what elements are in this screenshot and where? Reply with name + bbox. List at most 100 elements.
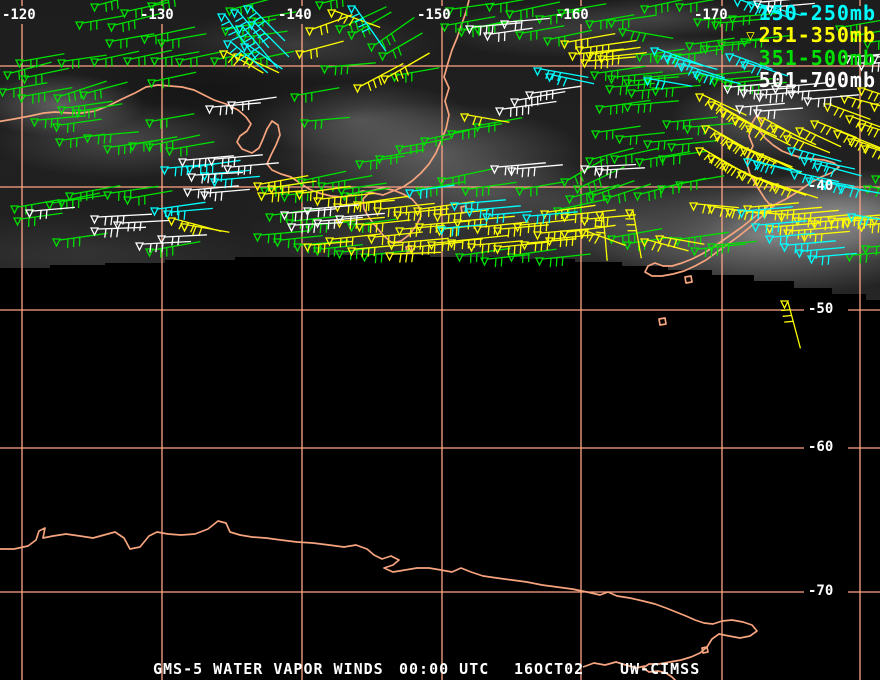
wind-barb-g — [0, 82, 48, 98]
wind-barb-y — [809, 120, 858, 139]
wind-barb-y — [594, 211, 608, 261]
wind-barb-g — [689, 243, 746, 258]
wind-barb-c — [779, 240, 836, 254]
wind-barb-w — [499, 17, 550, 31]
wind-barb-g — [639, 0, 685, 15]
wind-barb-w — [112, 219, 169, 232]
wind-barb-g — [122, 190, 173, 206]
wind-barb-g — [672, 231, 729, 247]
wind-barb-c — [346, 5, 387, 52]
wind-barb-g — [674, 175, 725, 191]
wind-barb-g — [672, 48, 723, 63]
latitude-label: -40 — [808, 178, 834, 194]
legend-item-501-700mb: 501-700mb — [746, 69, 876, 91]
latitude-label: -60 — [808, 439, 834, 455]
wind-barb-g — [12, 212, 63, 227]
wind-barb-y — [394, 224, 445, 238]
wind-barb-w — [279, 208, 336, 222]
wind-barb-g — [594, 99, 651, 115]
wind-barb-w — [770, 82, 827, 96]
wind-barb-w — [182, 185, 239, 199]
wind-barb-g — [319, 62, 376, 76]
wind-barb-y — [860, 145, 880, 160]
wind-barb-c — [642, 77, 693, 91]
wind-barb-w — [89, 226, 146, 238]
wind-barb-g — [104, 33, 155, 49]
wind-barb-w — [334, 212, 385, 226]
wind-barb-g — [122, 49, 173, 67]
wind-barb-g — [299, 116, 350, 130]
legend-label: 150-250mb — [758, 1, 876, 25]
wind-barb-g — [661, 116, 718, 131]
wind-barb-g — [314, 0, 344, 11]
wind-barb-g — [377, 32, 423, 62]
wind-barb-y — [512, 218, 575, 234]
wind-barb-w — [206, 154, 263, 168]
wind-barb-y — [352, 62, 404, 94]
wind-barbs — [0, 0, 880, 349]
wind-barb-w — [594, 167, 645, 179]
wind-barb-g — [589, 65, 646, 81]
wind-barb-w — [134, 240, 191, 253]
wind-barb-g — [74, 15, 125, 31]
wind-barb-y — [856, 123, 880, 138]
legend-label: 501-700mb — [758, 68, 876, 92]
wind-barb-w — [222, 162, 279, 176]
wind-barb-y — [326, 9, 381, 29]
legend-item-251-350mb: ▽ 251-350mb — [746, 24, 876, 47]
wind-barb-c — [532, 67, 589, 82]
wind-barb-g — [484, 0, 526, 13]
wind-barb-g — [89, 0, 120, 13]
wind-barb-c — [739, 61, 789, 77]
wind-barb-y — [654, 235, 705, 249]
wind-barb-g — [149, 51, 200, 67]
wind-barb-y — [256, 189, 307, 203]
wind-barb-g — [78, 81, 128, 101]
wind-barb-w — [156, 234, 207, 246]
wind-barb-c — [786, 147, 842, 163]
wind-barb-c — [222, 40, 269, 74]
wind-barb-g — [514, 181, 565, 197]
wind-barb-g — [119, 1, 170, 19]
wind-barb-y — [624, 209, 642, 259]
wind-barb-c — [736, 206, 793, 220]
wind-barb-y — [567, 48, 624, 63]
wind-barb-c — [750, 220, 807, 234]
wind-barb-g — [584, 147, 634, 167]
wind-barb-c — [436, 223, 487, 237]
wind-barb-w — [506, 164, 563, 178]
wind-barb-g — [609, 147, 660, 165]
wind-barb-w — [524, 85, 581, 101]
data-source: UW-CIMSS — [620, 660, 701, 678]
legend-item-351-500mb: 351-500mb — [746, 47, 876, 69]
wind-barb-y — [744, 125, 792, 146]
wind-barb-c — [804, 177, 855, 191]
wind-barb-c — [799, 157, 856, 172]
wind-barb-g — [346, 11, 392, 41]
wind-barb-g — [622, 100, 679, 114]
wind-barb-g — [54, 133, 105, 148]
wind-barb-y — [294, 40, 344, 60]
wind-barb-g — [272, 234, 323, 249]
wind-barb-g — [454, 247, 511, 263]
wind-barb-g — [139, 26, 196, 45]
wind-barb-g — [29, 115, 86, 129]
valid-date: 16OCT02 — [514, 660, 585, 678]
wind-barb-y — [179, 223, 230, 237]
wind-barb-c — [239, 43, 283, 70]
wind-barb-w — [869, 55, 880, 65]
wind-barb-g — [144, 113, 195, 129]
wind-barb-g — [174, 50, 225, 68]
wind-barb-y — [822, 103, 871, 120]
wind-barb-w — [494, 100, 557, 117]
wind-barb-y — [266, 180, 317, 195]
wind-barb-y — [779, 300, 802, 349]
coastline-stewart-island — [684, 275, 693, 284]
coastline-antarctica — [0, 520, 758, 680]
wind-barb-g — [617, 28, 674, 43]
wind-barb-c — [162, 207, 213, 221]
wind-barb-g — [542, 29, 593, 47]
wind-barb-g — [14, 53, 65, 69]
